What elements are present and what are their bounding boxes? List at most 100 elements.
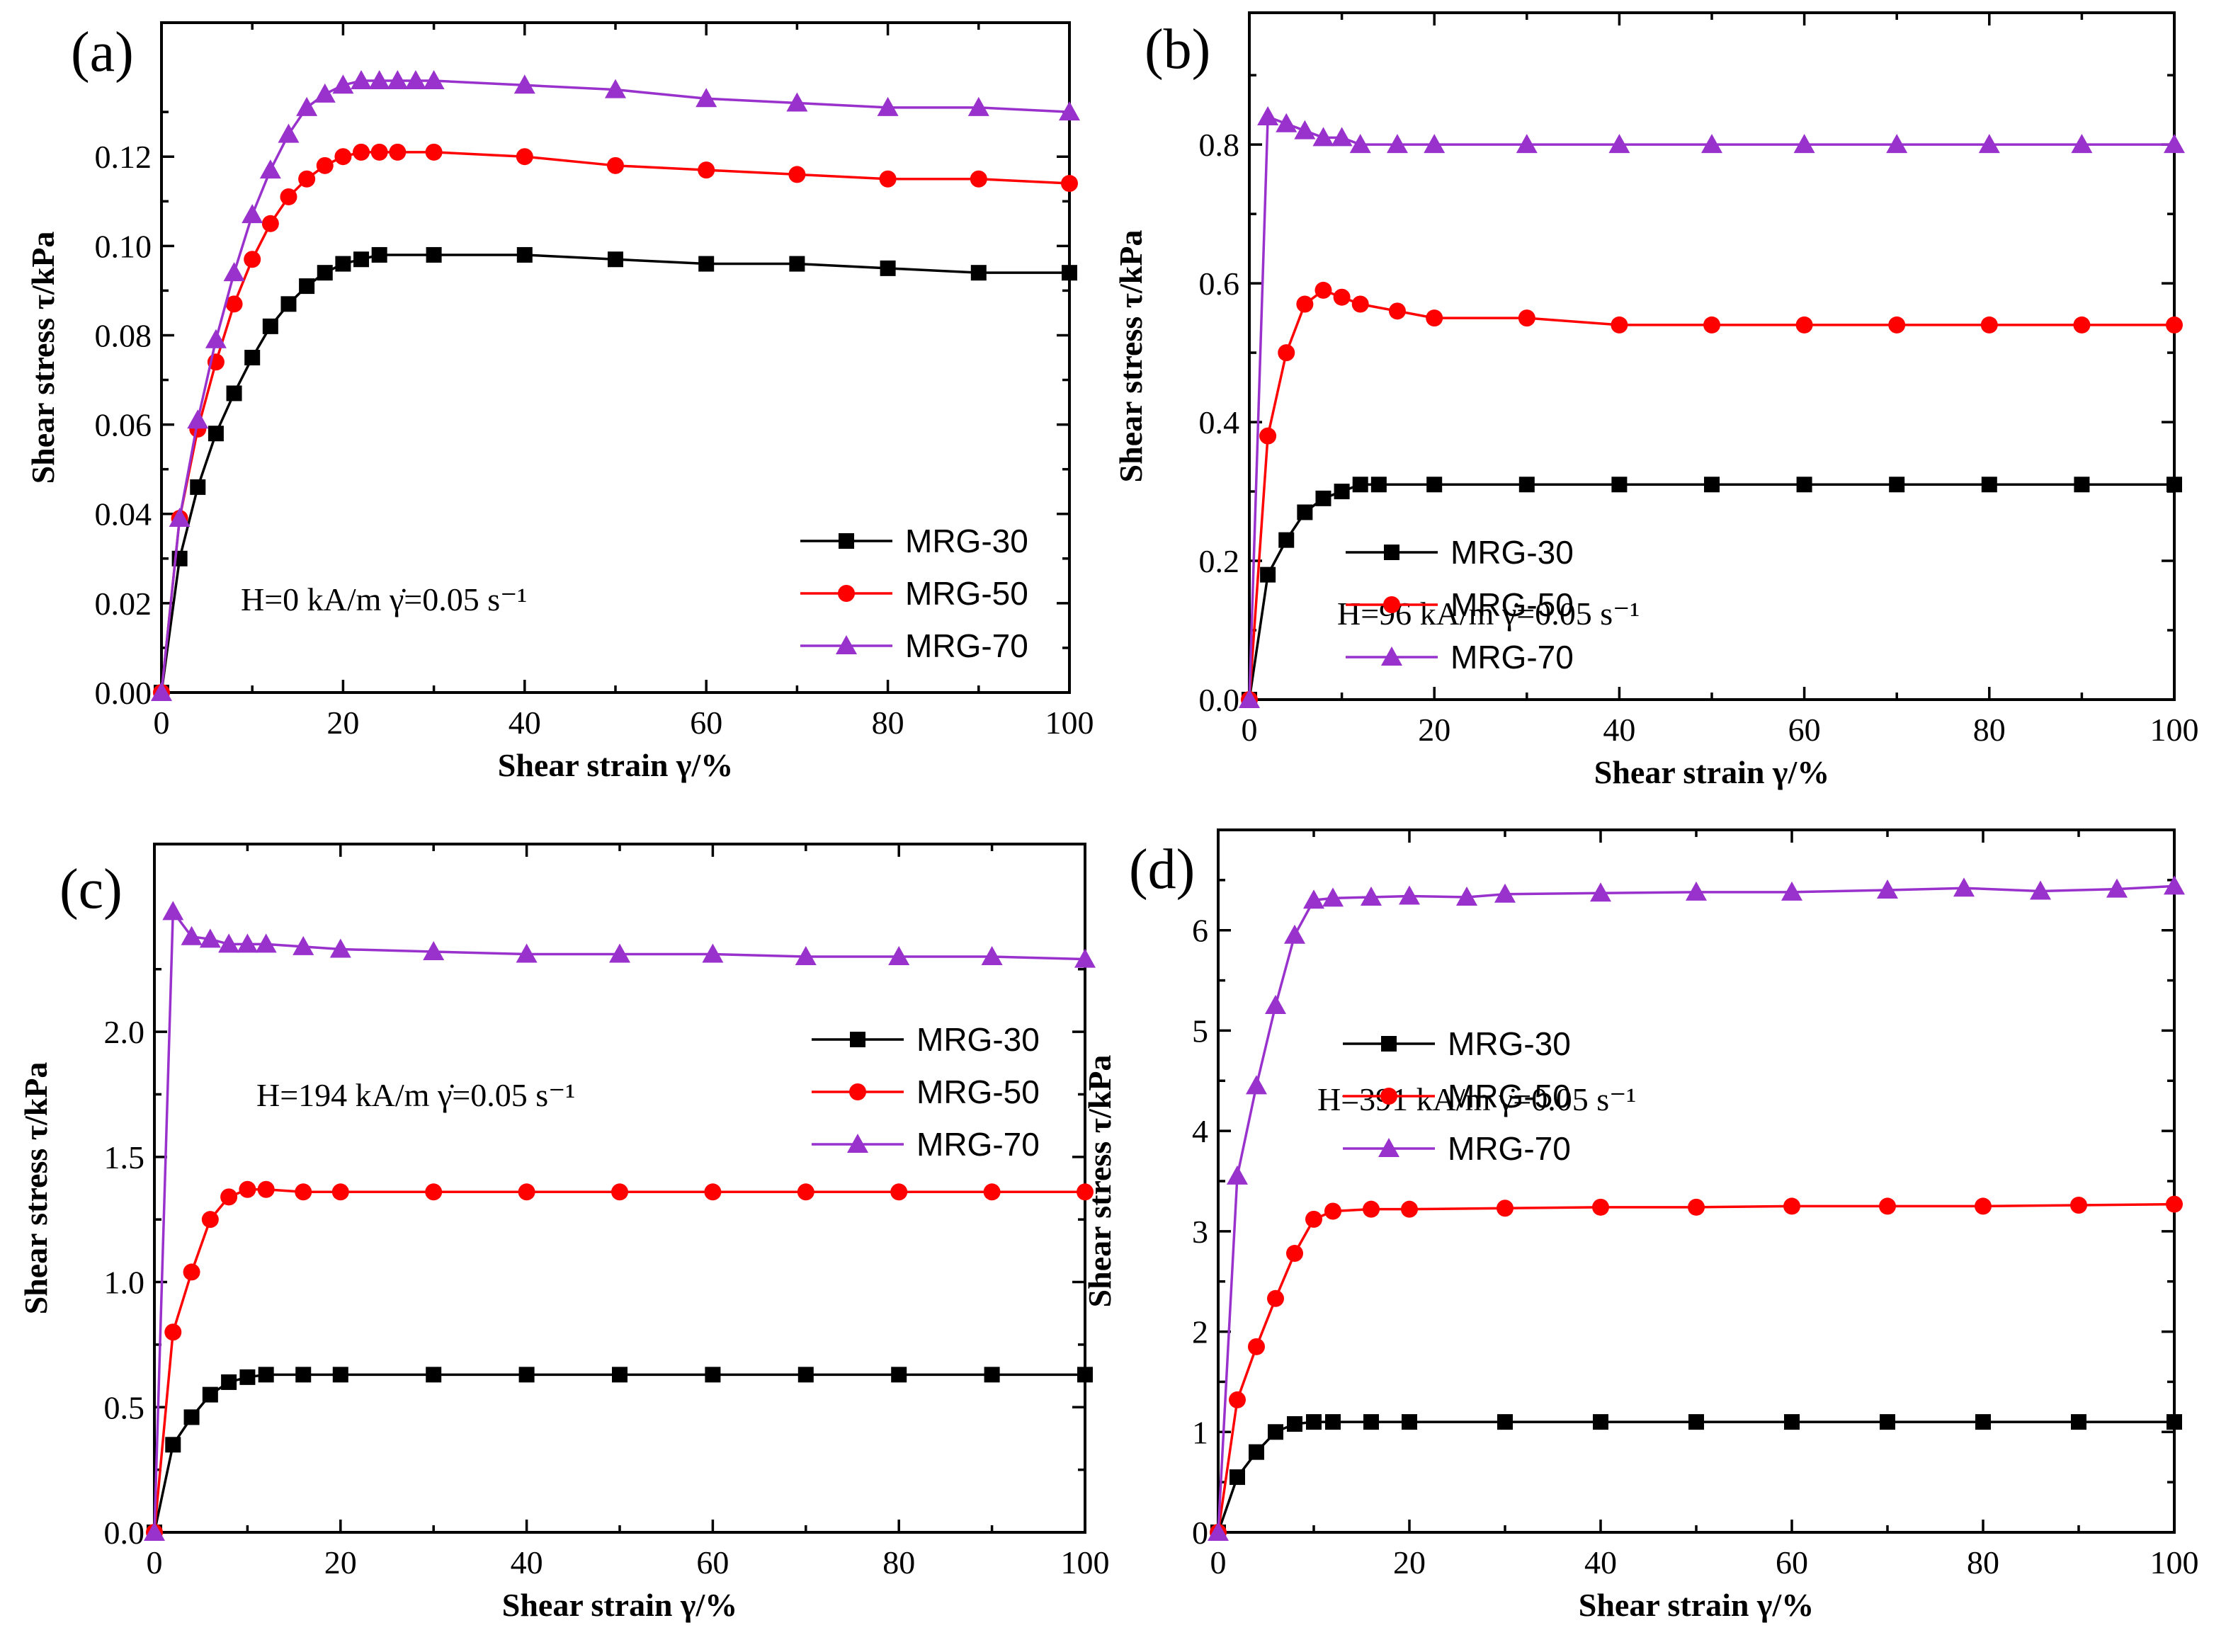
data-point: [1331, 127, 1353, 147]
x-tick-label: 40: [509, 705, 541, 741]
data-point: [2074, 477, 2090, 493]
data-point: [1361, 886, 1382, 906]
legend-marker: [1380, 1088, 1397, 1105]
data-point: [296, 96, 318, 116]
y-tick-label: 6: [1192, 913, 1208, 949]
data-point: [169, 508, 191, 528]
legend-marker: [1381, 1036, 1397, 1052]
x-tick-label: 60: [690, 705, 722, 741]
data-point: [295, 1183, 312, 1201]
data-point: [2070, 1197, 2087, 1214]
data-point: [1363, 1200, 1380, 1218]
x-tick-label: 60: [696, 1544, 729, 1580]
series-line: [153, 1188, 1085, 1533]
legend-label: MRG-50: [916, 1073, 1040, 1110]
data-point: [144, 1522, 165, 1541]
data-point: [612, 1367, 628, 1383]
data-point: [278, 123, 300, 143]
x-tick-label: 0: [147, 1544, 163, 1580]
data-point: [1686, 881, 1707, 901]
data-point: [164, 1323, 182, 1341]
legend-label: MRG-50: [905, 575, 1028, 612]
data-point: [888, 946, 910, 966]
data-point: [1978, 134, 2000, 154]
legend-marker: [850, 1032, 865, 1047]
data-point: [389, 143, 407, 161]
data-point: [190, 479, 206, 495]
data-point: [295, 1367, 312, 1383]
x-tick-label: 100: [2150, 1544, 2199, 1580]
data-point: [1456, 886, 1477, 906]
data-point: [698, 256, 715, 272]
y-tick-label: 1: [1192, 1414, 1208, 1450]
data-point: [425, 143, 443, 161]
legend-marker: [1381, 646, 1402, 666]
x-tick-label: 80: [1973, 712, 2006, 748]
data-point: [202, 1386, 218, 1403]
data-point: [1248, 1338, 1265, 1355]
series-mrg-50: [153, 143, 1078, 701]
data-point: [262, 318, 278, 334]
data-point: [242, 204, 263, 224]
data-point: [1074, 948, 1096, 968]
y-axis-title: Shear stress τ/kPa: [18, 1062, 54, 1315]
y-tick-label: 0.8: [1199, 127, 1240, 163]
data-point: [1796, 477, 1812, 493]
data-point: [1077, 1183, 1094, 1201]
data-point: [1879, 1197, 1896, 1215]
x-tick-label: 40: [1584, 1544, 1617, 1580]
data-point: [165, 1437, 181, 1453]
data-point: [1306, 1414, 1322, 1430]
data-point: [261, 215, 279, 232]
data-point: [1981, 477, 1997, 493]
data-point: [1611, 316, 1628, 334]
legend-marker: [836, 635, 857, 654]
data-point: [1590, 882, 1611, 902]
data-point: [2164, 134, 2185, 154]
data-point: [298, 170, 316, 188]
x-tick-label: 40: [511, 1544, 543, 1580]
data-point: [1349, 134, 1371, 154]
data-point: [1260, 566, 1276, 583]
data-point: [513, 74, 535, 94]
data-point: [2106, 878, 2128, 898]
data-point: [2167, 1414, 2182, 1430]
data-point: [2167, 477, 2182, 493]
data-point: [317, 265, 333, 281]
data-point: [1880, 1414, 1895, 1430]
y-tick-label: 0.02: [95, 586, 152, 622]
y-tick-label: 3: [1192, 1214, 1208, 1250]
legend-marker: [1383, 596, 1400, 613]
series-mrg-50: [1210, 1195, 2183, 1541]
data-point: [1246, 1075, 1267, 1095]
data-point: [1795, 316, 1813, 334]
data-point: [2071, 1414, 2086, 1430]
data-point: [387, 69, 409, 89]
legend-marker: [849, 1083, 866, 1100]
data-point: [1704, 477, 1720, 493]
data-point: [1312, 127, 1334, 147]
x-tick-label: 100: [1045, 705, 1094, 741]
data-point: [1889, 477, 1905, 493]
data-point: [257, 1180, 275, 1198]
x-axis-title: Shear strain γ/%: [502, 1587, 737, 1623]
data-point: [221, 1374, 237, 1390]
data-point: [1388, 302, 1406, 320]
data-point: [332, 1367, 348, 1383]
data-point: [1592, 1198, 1609, 1216]
data-point: [789, 256, 805, 272]
data-point: [426, 246, 442, 263]
data-point: [1402, 1414, 1417, 1430]
data-point: [891, 1367, 907, 1383]
data-point: [255, 933, 277, 953]
data-point: [201, 1211, 219, 1229]
y-tick-label: 0.4: [1199, 404, 1240, 440]
data-point: [877, 96, 899, 116]
data-point: [368, 69, 390, 89]
data-point: [299, 278, 315, 295]
data-point: [1886, 134, 1908, 154]
series-line: [153, 908, 1086, 1533]
legend-marker: [839, 533, 854, 549]
series-mrg-70: [1239, 106, 2185, 708]
